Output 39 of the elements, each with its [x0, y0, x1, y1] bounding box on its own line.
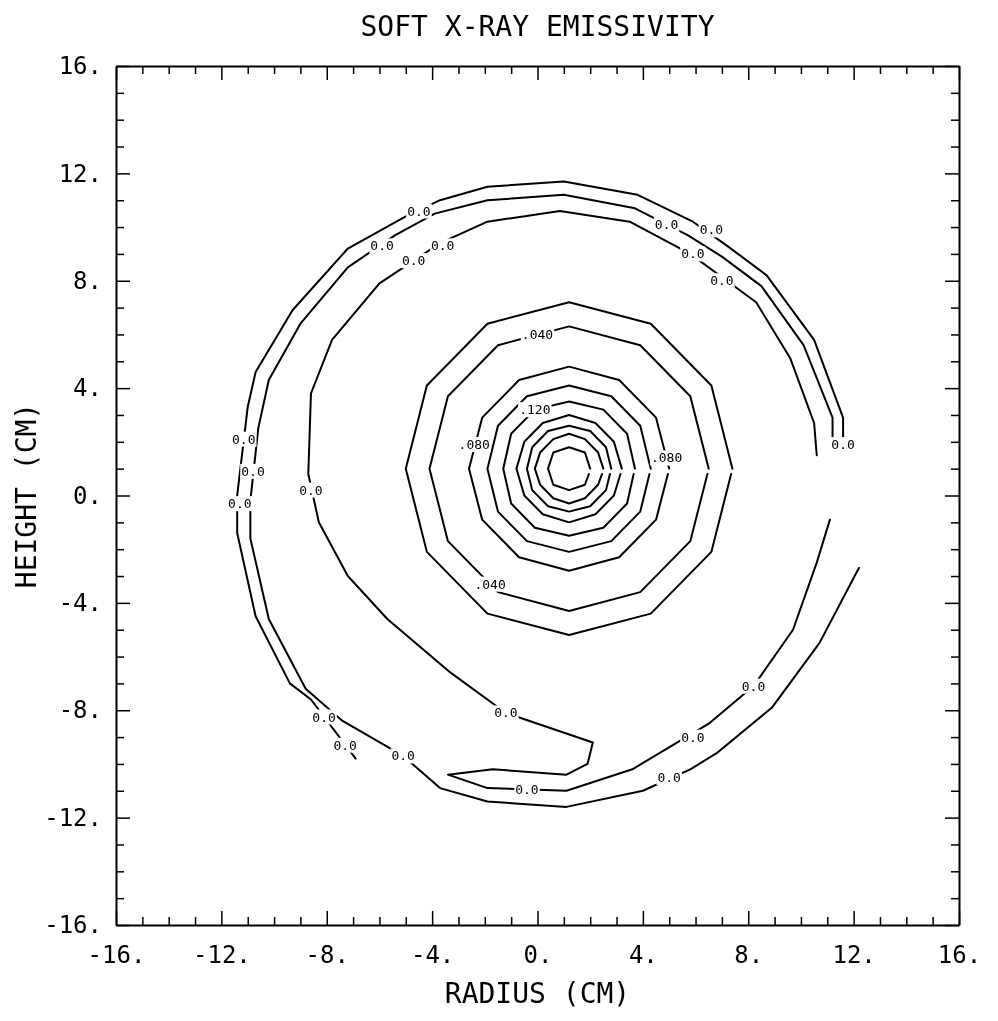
chart-title: SOFT X-RAY EMISSIVITY — [360, 10, 715, 43]
x-tick-label: 16. — [937, 941, 982, 969]
annotation: 0.0 — [299, 482, 323, 498]
annotation: .040 — [521, 326, 554, 342]
x-tick-label: -12. — [192, 941, 251, 969]
annotation: 0.0 — [699, 222, 724, 238]
x-tick-label: 4. — [628, 941, 658, 969]
y-tick-label: 0. — [73, 481, 102, 510]
y-tick-label: 12. — [58, 159, 102, 188]
y-tick-label: -4. — [58, 589, 102, 618]
annotation: .040 — [474, 576, 506, 592]
annotation: .080 — [650, 450, 683, 466]
x-tick-label: 0. — [523, 941, 553, 969]
annotation: 0.0 — [228, 496, 252, 512]
annotation: .080 — [458, 437, 490, 453]
annotation: 0.0 — [710, 273, 734, 289]
annotation: 0.0 — [515, 781, 539, 797]
annotation: 0.0 — [232, 431, 256, 447]
annotation: 0.0 — [654, 216, 679, 232]
x-tick-label: -4. — [410, 941, 455, 969]
annotation: 0.0 — [401, 253, 426, 269]
y-tick-label: 8. — [73, 266, 102, 295]
y-axis-title: HEIGHT (CM) — [10, 402, 43, 589]
annotation: 0.0 — [657, 769, 681, 785]
annotation: 0.0 — [407, 203, 431, 219]
annotation: 0.0 — [370, 238, 394, 254]
y-tick-label: 16. — [58, 52, 102, 81]
y-tick-label: -12. — [44, 803, 102, 832]
x-tick-label: 8. — [734, 941, 764, 969]
y-tick-label: -16. — [44, 911, 102, 940]
annotation: 0.0 — [312, 709, 336, 725]
x-tick-label: -8. — [305, 941, 349, 969]
y-tick-label: -8. — [58, 696, 102, 725]
y-tick-label: 4. — [73, 374, 102, 403]
annotation: 0.0 — [333, 737, 357, 753]
annotation: 0.0 — [241, 463, 265, 479]
x-axis-title: RADIUS (CM) — [444, 977, 631, 1010]
x-tick-label: 12. — [832, 941, 876, 969]
annotation: 0.0 — [681, 729, 705, 745]
